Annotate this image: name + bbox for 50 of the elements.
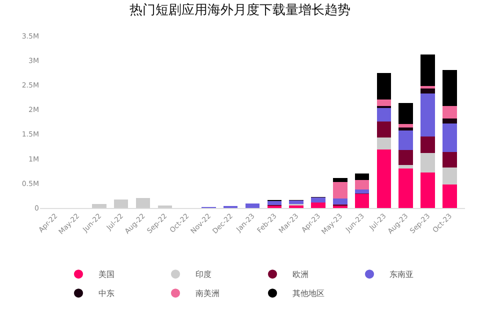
bar: [442, 106, 457, 119]
bar: [376, 122, 392, 138]
bar: [420, 88, 435, 94]
bar: [420, 86, 435, 89]
bar: [376, 138, 392, 150]
bar: [420, 152, 435, 173]
bar: [442, 152, 457, 168]
bar: [420, 172, 435, 208]
bar: [442, 118, 457, 124]
legend-label: 南美洲: [196, 289, 220, 298]
bar: [420, 136, 435, 153]
bar: [136, 198, 150, 208]
bar: [420, 54, 435, 86]
bar: [114, 200, 128, 208]
bar: [376, 72, 392, 100]
bar: [398, 150, 413, 165]
chart-title: 热门短剧应用海外月度下载量增长趋势: [130, 2, 350, 18]
bar: [333, 198, 348, 205]
legend-label: 印度: [196, 270, 212, 280]
bar: [398, 164, 413, 169]
bar: [376, 99, 392, 106]
bar: [442, 168, 457, 184]
bar: [442, 184, 457, 208]
bar: [398, 102, 413, 124]
legend-label: 欧洲: [292, 270, 308, 280]
bar: [398, 124, 413, 128]
bar: [354, 189, 370, 194]
bar: [92, 204, 106, 208]
bar: [442, 123, 457, 152]
bar: [398, 130, 413, 150]
bar: [311, 198, 326, 203]
bar: [354, 194, 370, 208]
bar: [245, 204, 260, 208]
bar: [333, 178, 348, 182]
bar: [354, 174, 370, 180]
legend-label: 其他地区: [292, 289, 324, 298]
legend-label: 东南亚: [390, 270, 414, 280]
bar: [333, 182, 348, 199]
bar: [354, 180, 370, 190]
bar: [398, 168, 413, 208]
bar: [289, 200, 304, 204]
bar: [311, 202, 326, 208]
legend-label: 美国: [98, 270, 114, 280]
legend-label: 中东: [98, 289, 114, 298]
bar: [376, 108, 392, 122]
bar: [376, 150, 392, 208]
bar: [267, 201, 282, 206]
bar: [442, 70, 457, 106]
bar: [398, 127, 413, 130]
bar: [420, 94, 435, 137]
